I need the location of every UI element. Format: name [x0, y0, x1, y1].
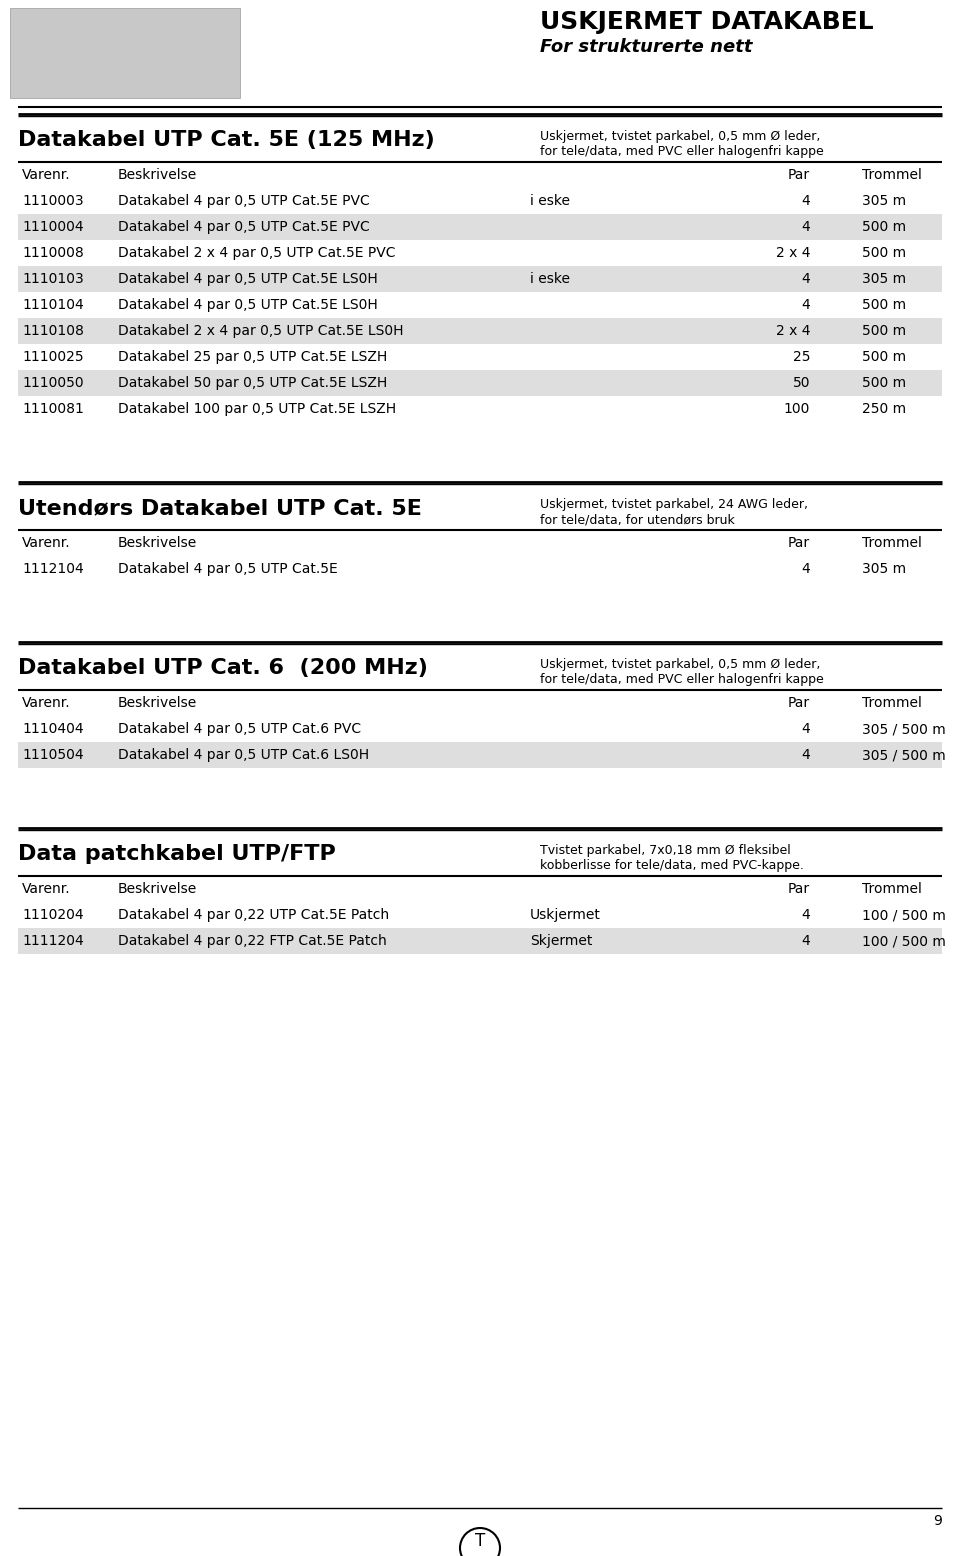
Text: 1110003: 1110003	[22, 194, 84, 209]
Text: 1110104: 1110104	[22, 299, 84, 313]
Text: Varenr.: Varenr.	[22, 882, 71, 896]
Text: Datakabel 4 par 0,22 FTP Cat.5E Patch: Datakabel 4 par 0,22 FTP Cat.5E Patch	[118, 934, 387, 948]
Text: 1110081: 1110081	[22, 401, 84, 415]
Text: Datakabel 2 x 4 par 0,5 UTP Cat.5E PVC: Datakabel 2 x 4 par 0,5 UTP Cat.5E PVC	[118, 246, 396, 260]
Text: Datakabel 4 par 0,5 UTP Cat.5E LS0H: Datakabel 4 par 0,5 UTP Cat.5E LS0H	[118, 299, 377, 313]
Text: 500 m: 500 m	[862, 377, 906, 391]
Text: 305 / 500 m: 305 / 500 m	[862, 748, 946, 762]
Text: Par: Par	[788, 696, 810, 710]
Text: Data patchkabel UTP/FTP: Data patchkabel UTP/FTP	[18, 843, 336, 864]
Text: Beskrivelse: Beskrivelse	[118, 696, 197, 710]
Text: 1110025: 1110025	[22, 350, 84, 364]
Text: 305 m: 305 m	[862, 194, 906, 209]
Bar	[18, 370, 942, 395]
Bar	[10, 8, 240, 98]
Text: Trommel: Trommel	[862, 882, 922, 896]
Text: 1110050: 1110050	[22, 377, 84, 391]
Text: i eske: i eske	[530, 272, 570, 286]
Text: 500 m: 500 m	[862, 299, 906, 313]
Text: 1110004: 1110004	[22, 219, 84, 233]
Text: Varenr.: Varenr.	[22, 168, 71, 182]
Text: 305 m: 305 m	[862, 272, 906, 286]
Text: Datakabel 4 par 0,22 UTP Cat.5E Patch: Datakabel 4 par 0,22 UTP Cat.5E Patch	[118, 909, 389, 923]
Text: 50: 50	[793, 377, 810, 391]
Text: Par: Par	[788, 168, 810, 182]
Bar	[18, 927, 942, 954]
Text: 4: 4	[802, 934, 810, 948]
Text: 100 / 500 m: 100 / 500 m	[862, 909, 946, 923]
Text: Datakabel 100 par 0,5 UTP Cat.5E LSZH: Datakabel 100 par 0,5 UTP Cat.5E LSZH	[118, 401, 396, 415]
Text: 4: 4	[802, 748, 810, 762]
Text: 1110008: 1110008	[22, 246, 84, 260]
Text: 1110204: 1110204	[22, 909, 84, 923]
Text: 500 m: 500 m	[862, 219, 906, 233]
Text: 100: 100	[783, 401, 810, 415]
Text: 1110108: 1110108	[22, 324, 84, 338]
Text: kobberlisse for tele/data, med PVC-kappe.: kobberlisse for tele/data, med PVC-kappe…	[540, 859, 804, 871]
Text: Skjermet: Skjermet	[530, 934, 592, 948]
Text: 500 m: 500 m	[862, 324, 906, 338]
Text: Varenr.: Varenr.	[22, 535, 71, 549]
Text: Varenr.: Varenr.	[22, 696, 71, 710]
Text: Par: Par	[788, 882, 810, 896]
Text: for tele/data, for utendørs bruk: for tele/data, for utendørs bruk	[540, 513, 734, 526]
Text: 1110504: 1110504	[22, 748, 84, 762]
Text: Uskjermet, tvistet parkabel, 24 AWG leder,: Uskjermet, tvistet parkabel, 24 AWG lede…	[540, 498, 808, 510]
Text: for tele/data, med PVC eller halogenfri kappe: for tele/data, med PVC eller halogenfri …	[540, 145, 824, 159]
Text: 4: 4	[802, 299, 810, 313]
Bar	[18, 317, 942, 344]
Text: Datakabel 4 par 0,5 UTP Cat.5E PVC: Datakabel 4 par 0,5 UTP Cat.5E PVC	[118, 194, 370, 209]
Text: Datakabel 4 par 0,5 UTP Cat.6 PVC: Datakabel 4 par 0,5 UTP Cat.6 PVC	[118, 722, 361, 736]
Text: Tvistet parkabel, 7x0,18 mm Ø fleksibel: Tvistet parkabel, 7x0,18 mm Ø fleksibel	[540, 843, 791, 857]
Text: Datakabel 4 par 0,5 UTP Cat.5E PVC: Datakabel 4 par 0,5 UTP Cat.5E PVC	[118, 219, 370, 233]
Text: Beskrivelse: Beskrivelse	[118, 168, 197, 182]
Text: Datakabel 4 par 0,5 UTP Cat.6 LS0H: Datakabel 4 par 0,5 UTP Cat.6 LS0H	[118, 748, 370, 762]
Text: Datakabel 50 par 0,5 UTP Cat.5E LSZH: Datakabel 50 par 0,5 UTP Cat.5E LSZH	[118, 377, 387, 391]
Text: Datakabel 25 par 0,5 UTP Cat.5E LSZH: Datakabel 25 par 0,5 UTP Cat.5E LSZH	[118, 350, 387, 364]
Text: USKJERMET DATAKABEL: USKJERMET DATAKABEL	[540, 9, 874, 34]
Text: 4: 4	[802, 272, 810, 286]
Text: Trommel: Trommel	[862, 535, 922, 549]
Bar	[18, 742, 942, 769]
Text: 2 x 4: 2 x 4	[776, 246, 810, 260]
Bar	[18, 266, 942, 293]
Text: 305 / 500 m: 305 / 500 m	[862, 722, 946, 736]
Text: 1110103: 1110103	[22, 272, 84, 286]
Text: 500 m: 500 m	[862, 350, 906, 364]
Text: Beskrivelse: Beskrivelse	[118, 535, 197, 549]
Text: Utendørs Datakabel UTP Cat. 5E: Utendørs Datakabel UTP Cat. 5E	[18, 498, 421, 518]
Text: 25: 25	[793, 350, 810, 364]
Text: For strukturerte nett: For strukturerte nett	[540, 37, 753, 56]
Text: Datakabel UTP Cat. 5E (125 MHz): Datakabel UTP Cat. 5E (125 MHz)	[18, 131, 435, 149]
Text: Uskjermet, tvistet parkabel, 0,5 mm Ø leder,: Uskjermet, tvistet parkabel, 0,5 mm Ø le…	[540, 131, 821, 143]
Text: 100 / 500 m: 100 / 500 m	[862, 934, 946, 948]
Text: 4: 4	[802, 909, 810, 923]
Text: 305 m: 305 m	[862, 562, 906, 576]
Text: Uskjermet, tvistet parkabel, 0,5 mm Ø leder,: Uskjermet, tvistet parkabel, 0,5 mm Ø le…	[540, 658, 821, 671]
Bar	[18, 215, 942, 240]
Text: 4: 4	[802, 562, 810, 576]
Text: 4: 4	[802, 194, 810, 209]
Text: Datakabel UTP Cat. 6  (200 MHz): Datakabel UTP Cat. 6 (200 MHz)	[18, 658, 428, 678]
Text: 1111204: 1111204	[22, 934, 84, 948]
Text: 2 x 4: 2 x 4	[776, 324, 810, 338]
Text: 9: 9	[933, 1514, 942, 1528]
Text: for tele/data, med PVC eller halogenfri kappe: for tele/data, med PVC eller halogenfri …	[540, 674, 824, 686]
Text: Datakabel 4 par 0,5 UTP Cat.5E LS0H: Datakabel 4 par 0,5 UTP Cat.5E LS0H	[118, 272, 377, 286]
Text: 1110404: 1110404	[22, 722, 84, 736]
Text: 1112104: 1112104	[22, 562, 84, 576]
Text: Datakabel 2 x 4 par 0,5 UTP Cat.5E LS0H: Datakabel 2 x 4 par 0,5 UTP Cat.5E LS0H	[118, 324, 403, 338]
Text: Τ: Τ	[475, 1533, 485, 1550]
Text: Uskjermet: Uskjermet	[530, 909, 601, 923]
Text: Par: Par	[788, 535, 810, 549]
Text: Trommel: Trommel	[862, 696, 922, 710]
Text: Datakabel 4 par 0,5 UTP Cat.5E: Datakabel 4 par 0,5 UTP Cat.5E	[118, 562, 338, 576]
Text: 500 m: 500 m	[862, 246, 906, 260]
Text: Trommel: Trommel	[862, 168, 922, 182]
Text: 4: 4	[802, 722, 810, 736]
Text: Beskrivelse: Beskrivelse	[118, 882, 197, 896]
Text: 250 m: 250 m	[862, 401, 906, 415]
Text: i eske: i eske	[530, 194, 570, 209]
Text: 4: 4	[802, 219, 810, 233]
